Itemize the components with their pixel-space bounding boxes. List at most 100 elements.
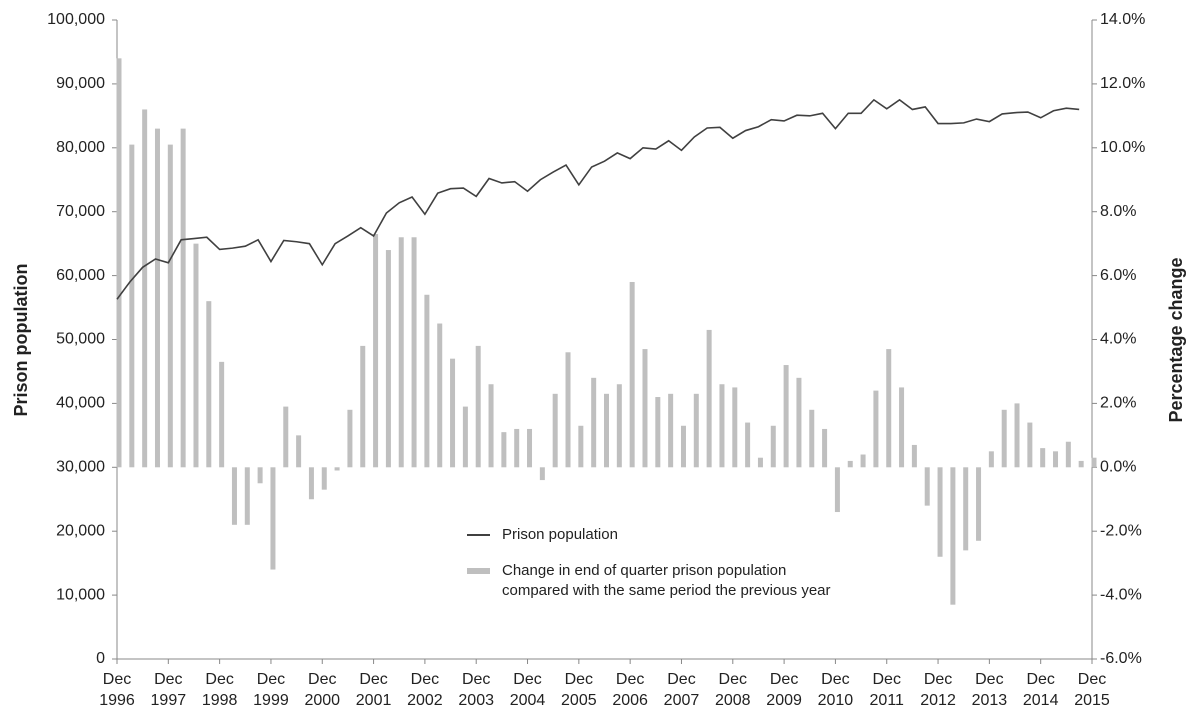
y-tick-label: 60,000 — [56, 267, 105, 284]
x-tick-label: Dec 2012 — [920, 671, 956, 709]
bar — [270, 467, 276, 570]
bar — [1078, 460, 1084, 468]
bar — [219, 361, 225, 468]
bar — [411, 237, 417, 468]
bar — [911, 444, 917, 468]
x-tick-label: Dec 2003 — [458, 671, 494, 709]
bar — [450, 358, 456, 468]
bar — [732, 387, 738, 468]
x-tick-label: Dec 2005 — [561, 671, 597, 709]
x-tick-label: Dec 2010 — [817, 671, 854, 709]
bar — [770, 425, 776, 468]
bar — [539, 467, 545, 481]
bar — [834, 467, 840, 513]
x-tick-label: Dec 1997 — [150, 671, 187, 709]
bar — [822, 428, 828, 468]
bar — [642, 349, 648, 468]
bar — [1027, 422, 1033, 468]
bar — [321, 467, 327, 490]
bar — [565, 352, 571, 468]
bar — [296, 435, 302, 468]
bar — [424, 294, 430, 468]
bar — [514, 428, 520, 468]
x-tick-label: Dec 2007 — [663, 671, 700, 709]
y2-tick-label: 12.0% — [1100, 75, 1145, 92]
bar — [360, 345, 366, 468]
bar — [142, 109, 148, 468]
bar — [244, 467, 250, 525]
y2-tick-label: -2.0% — [1100, 522, 1142, 539]
bar — [1014, 403, 1020, 468]
x-tick-label: Dec 1998 — [201, 671, 238, 709]
legend-swatch — [467, 568, 490, 574]
bar — [873, 390, 879, 468]
bar — [950, 467, 956, 605]
y-tick-label: 50,000 — [56, 331, 105, 348]
y2-tick-label: 10.0% — [1100, 139, 1145, 156]
bar — [193, 243, 199, 468]
x-tick-label: Dec 1999 — [253, 671, 289, 709]
bar — [860, 454, 866, 468]
bar — [527, 428, 533, 468]
bar — [886, 349, 892, 468]
bar — [154, 128, 160, 468]
y-tick-label: 40,000 — [56, 395, 105, 412]
bar — [1065, 441, 1071, 468]
bar — [283, 406, 289, 468]
bar — [988, 451, 994, 468]
y2-axis-title: Percentage change — [1166, 257, 1186, 422]
bar — [963, 467, 969, 551]
bar — [334, 467, 340, 471]
legend-label: Prison population — [502, 526, 618, 543]
x-tick-label: Dec 2014 — [1022, 671, 1059, 709]
bar — [347, 409, 353, 468]
bar — [706, 329, 712, 468]
y-tick-label: 80,000 — [56, 139, 105, 156]
bar — [257, 467, 263, 484]
y2-tick-label: 0.0% — [1100, 459, 1136, 476]
x-tick-label: Dec 2002 — [407, 671, 443, 709]
bar — [655, 397, 661, 468]
bar — [783, 365, 789, 468]
bar — [206, 301, 212, 468]
x-tick-label: Dec 2013 — [971, 671, 1008, 709]
bar — [899, 387, 905, 468]
bar — [976, 467, 982, 541]
bar — [616, 384, 622, 468]
bar — [847, 460, 853, 468]
bar — [1091, 457, 1097, 468]
x-tick-label: Dec 2001 — [355, 671, 392, 709]
bar — [719, 384, 725, 468]
bar — [462, 406, 468, 468]
bar — [668, 393, 674, 468]
bar — [475, 345, 481, 468]
bar — [809, 409, 815, 468]
bar — [693, 393, 699, 468]
bar — [437, 323, 443, 468]
bar — [757, 457, 763, 468]
bar — [373, 234, 379, 468]
bar — [129, 144, 135, 468]
y2-tick-label: 14.0% — [1100, 11, 1145, 28]
y-tick-label: 30,000 — [56, 459, 105, 476]
bar — [385, 250, 391, 468]
y-tick-label: 90,000 — [56, 75, 105, 92]
bar — [167, 144, 173, 468]
bar — [591, 377, 597, 468]
bar — [1053, 451, 1059, 468]
x-tick-label: Dec 2015 — [1074, 671, 1110, 709]
bar — [1040, 448, 1046, 468]
bar — [488, 384, 494, 468]
bar — [604, 393, 609, 468]
y2-tick-label: 8.0% — [1100, 203, 1136, 220]
y-tick-label: 100,000 — [47, 11, 105, 28]
bar — [796, 377, 802, 468]
bar — [398, 237, 404, 468]
y-tick-label: 70,000 — [56, 203, 105, 220]
x-tick-label: Dec 2008 — [714, 671, 751, 709]
bar — [180, 128, 186, 468]
x-tick-label: Dec 2000 — [304, 671, 341, 709]
bar — [308, 467, 314, 500]
